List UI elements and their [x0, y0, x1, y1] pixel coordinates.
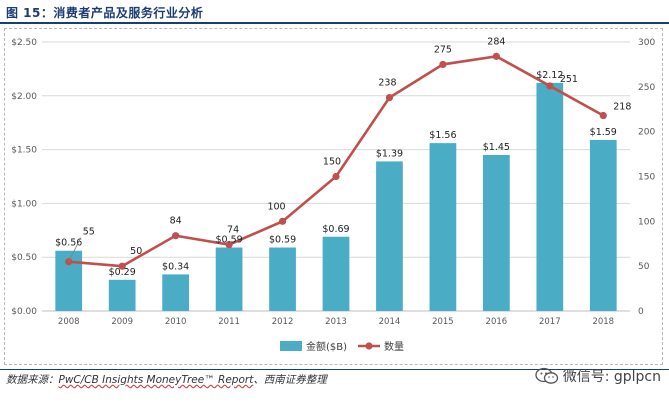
bar: [376, 161, 403, 311]
x-tick-label: 2009: [111, 317, 133, 327]
y-left-tick-label: $0.00: [11, 307, 37, 317]
bar: [108, 279, 136, 311]
line-point: [546, 82, 554, 90]
x-tick-label: 2010: [165, 317, 187, 327]
line-data-label: 50: [130, 246, 142, 257]
line-point: [332, 172, 340, 181]
x-tick-label: 2013: [325, 317, 347, 327]
chart-frame: [4, 28, 663, 365]
line-data-label: 55: [83, 227, 95, 238]
x-tick-label: 2015: [432, 317, 454, 327]
bar-data-label: $0.56: [55, 238, 82, 249]
bar-data-label: $1.59: [590, 127, 617, 138]
bar: [589, 139, 617, 311]
bar-data-label: $0.69: [322, 224, 349, 235]
line-data-label: 74: [227, 225, 239, 236]
bar: [269, 247, 296, 311]
line-point: [385, 93, 394, 102]
y-right-tick-label: 300: [638, 38, 655, 48]
bar-data-label: $1.56: [429, 130, 456, 141]
x-tick-label: 2014: [379, 317, 401, 327]
bar-data-label: $1.39: [376, 148, 403, 159]
line-point: [172, 232, 180, 240]
title-rule: [0, 22, 669, 24]
line-point: [225, 241, 233, 249]
x-tick-label: 2012: [272, 317, 294, 327]
y-right-tick-label: 150: [638, 173, 655, 183]
line-point: [599, 111, 607, 120]
legend-label: 数量: [384, 340, 404, 353]
source-rule: [0, 369, 669, 370]
line-data-label: 284: [487, 36, 505, 47]
label-leader: [68, 237, 82, 262]
bar: [322, 236, 350, 311]
y-left-tick-label: $1.00: [11, 199, 37, 209]
y-left-tick-label: $2.00: [11, 92, 37, 102]
bar: [536, 82, 564, 311]
line-point: [278, 217, 287, 225]
source-prefix: 数据来源：: [6, 374, 59, 386]
bar: [483, 154, 510, 311]
source-name: PwC/CB Insights MoneyTree™ Report: [58, 374, 254, 386]
x-tick-label: 2008: [58, 317, 80, 327]
bar-data-label: $0.59: [215, 235, 242, 246]
legend-swatch-bar: [280, 341, 302, 351]
y-left-tick-label: $0.50: [11, 253, 37, 263]
x-tick-label: 2011: [218, 317, 240, 327]
y-right-tick-label: 200: [638, 128, 655, 138]
line-data-label: 275: [434, 44, 452, 55]
bar: [215, 247, 243, 311]
line-point: [492, 52, 500, 60]
line-data-label: 218: [613, 102, 631, 113]
figure-title: 图 15：消费者产品及服务行业分析: [6, 6, 204, 20]
x-tick-label: 2018: [592, 317, 614, 327]
line-data-label: 238: [378, 78, 396, 89]
legend-swatch-marker: [365, 342, 373, 350]
y-left-tick-label: $2.50: [11, 38, 37, 48]
y-right-tick-label: 0: [638, 307, 644, 317]
line-data-label: 251: [560, 74, 578, 85]
bar-data-label: $0.59: [269, 235, 296, 246]
source-suffix: 、西南证券整理: [253, 374, 327, 386]
line-point: [118, 262, 126, 270]
line-data-label: 150: [323, 157, 341, 168]
bar-data-label: $0.34: [162, 261, 189, 272]
source-note: 数据来源：PwC/CB Insights MoneyTree™ Report、西…: [6, 372, 327, 387]
y-left-tick-label: $1.50: [11, 146, 37, 156]
wechat-icon: [535, 367, 558, 384]
x-tick-label: 2016: [486, 317, 508, 327]
watermark-text: 微信号: gplpcn: [562, 369, 661, 385]
y-right-tick-label: 250: [638, 83, 655, 93]
x-tick-label: 2017: [539, 317, 561, 327]
bar: [429, 143, 457, 311]
y-right-tick-label: 100: [638, 217, 655, 227]
line-point: [439, 60, 447, 69]
line-data-label: 84: [170, 216, 182, 227]
bar-data-label: $1.45: [483, 142, 510, 153]
bar-data-label: $0.29: [109, 267, 136, 278]
line-data-label: 100: [267, 201, 285, 212]
watermark: 微信号: gplpcn: [535, 366, 661, 386]
bar: [162, 274, 189, 311]
y-right-tick-label: 50: [638, 262, 650, 272]
legend-label: 金额($B): [306, 340, 347, 353]
bar-data-label: $2.12: [536, 70, 563, 81]
